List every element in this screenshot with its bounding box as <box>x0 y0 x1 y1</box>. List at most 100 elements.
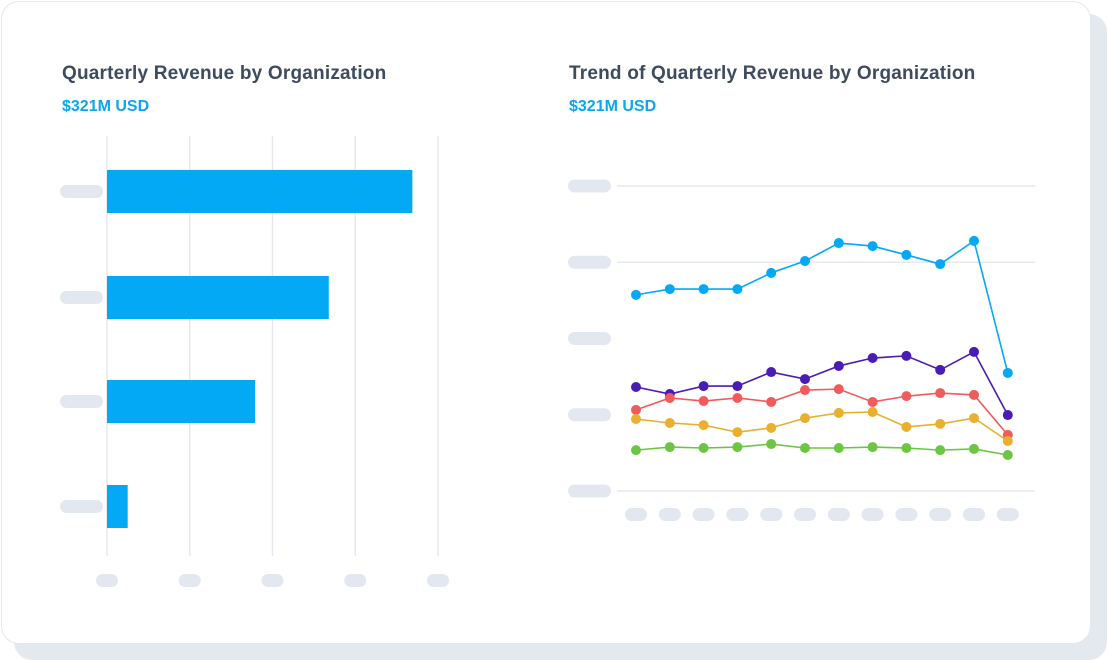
bar <box>107 380 256 423</box>
data-point <box>732 427 743 438</box>
data-point <box>935 418 946 429</box>
series-line-4 <box>635 443 1008 456</box>
data-point <box>800 385 810 396</box>
data-point <box>833 384 844 395</box>
x-tick-label-placeholder <box>726 508 749 521</box>
data-point <box>867 407 878 418</box>
data-point <box>901 249 912 260</box>
data-point <box>800 374 810 385</box>
data-point <box>800 413 810 424</box>
bar <box>107 170 413 213</box>
x-tick-label-placeholder <box>178 574 201 587</box>
data-point <box>833 442 844 453</box>
data-point <box>732 442 743 453</box>
data-point <box>732 381 743 392</box>
y-tick-label-placeholder <box>568 408 611 422</box>
line-chart-title: Trend of Quarterly Revenue by Organizati… <box>569 63 976 84</box>
data-point <box>698 381 709 392</box>
data-point <box>969 235 979 246</box>
x-tick-label-placeholder <box>344 574 367 587</box>
data-point <box>867 396 878 407</box>
y-tick-label-placeholder <box>568 332 611 345</box>
data-point <box>935 388 946 399</box>
data-point <box>1002 450 1013 461</box>
data-point <box>867 241 878 252</box>
x-tick-label-placeholder <box>96 574 118 587</box>
data-point <box>732 284 743 295</box>
series-line-0 <box>635 239 1009 374</box>
category-label-placeholder <box>60 500 103 513</box>
data-point <box>732 392 743 403</box>
data-point <box>935 364 946 375</box>
data-point <box>664 442 675 453</box>
data-point <box>901 442 912 453</box>
data-point <box>631 381 641 392</box>
x-tick-label-placeholder <box>861 508 884 521</box>
series-line-2 <box>635 388 1009 436</box>
y-tick-label-placeholder <box>568 484 611 498</box>
data-point <box>664 417 675 428</box>
x-tick-label-placeholder <box>996 508 1019 521</box>
data-point <box>833 360 844 371</box>
data-point <box>698 396 709 407</box>
x-tick-label-placeholder <box>963 508 985 521</box>
data-point <box>901 421 912 432</box>
data-point <box>867 442 878 453</box>
data-point <box>901 391 912 402</box>
x-tick-label-placeholder <box>929 508 952 521</box>
data-point <box>698 420 709 431</box>
data-point <box>664 392 675 403</box>
x-tick-label-placeholder <box>760 508 783 521</box>
data-point <box>969 346 979 357</box>
x-tick-label-placeholder <box>625 508 647 521</box>
data-point <box>935 445 946 456</box>
series-line-3 <box>635 411 1009 442</box>
y-tick-label-placeholder <box>568 255 611 269</box>
bar-chart-title: Quarterly Revenue by Organization <box>62 63 387 84</box>
category-label-placeholder <box>60 395 103 408</box>
data-point <box>1002 410 1013 421</box>
x-tick-label-placeholder <box>261 574 284 587</box>
data-point <box>631 289 641 300</box>
data-point <box>833 407 844 418</box>
data-point <box>631 445 641 456</box>
x-tick-label-placeholder <box>794 508 816 521</box>
data-point <box>698 284 709 295</box>
data-point <box>766 439 777 450</box>
data-point <box>1002 435 1013 446</box>
bar <box>107 485 128 528</box>
data-point <box>969 443 979 454</box>
data-point <box>935 259 946 270</box>
data-point <box>766 267 777 278</box>
data-point <box>698 442 709 453</box>
data-point <box>1002 367 1013 378</box>
x-tick-label-placeholder <box>427 574 449 587</box>
dashboard-card <box>1 1 1091 644</box>
data-point <box>766 422 777 433</box>
data-point <box>901 350 912 361</box>
data-point <box>664 284 675 295</box>
x-tick-label-placeholder <box>692 508 715 521</box>
data-point <box>969 389 979 400</box>
data-point <box>800 442 810 453</box>
data-point <box>766 396 777 407</box>
x-tick-label-placeholder <box>827 508 850 521</box>
data-point <box>800 256 810 267</box>
line-chart-subtitle: $321M USD <box>569 98 657 115</box>
data-point <box>766 367 777 378</box>
data-point <box>833 238 844 249</box>
data-point <box>969 413 979 424</box>
category-label-placeholder <box>60 185 103 198</box>
data-point <box>631 414 641 425</box>
bar-chart-subtitle: $321M USD <box>62 98 150 115</box>
data-point <box>867 353 878 364</box>
y-tick-label-placeholder <box>568 179 611 193</box>
category-label-placeholder <box>60 291 103 304</box>
series-line-1 <box>635 350 1009 416</box>
data-point <box>631 404 641 415</box>
bar <box>107 276 329 319</box>
x-tick-label-placeholder <box>895 508 918 521</box>
x-tick-label-placeholder <box>658 508 681 521</box>
